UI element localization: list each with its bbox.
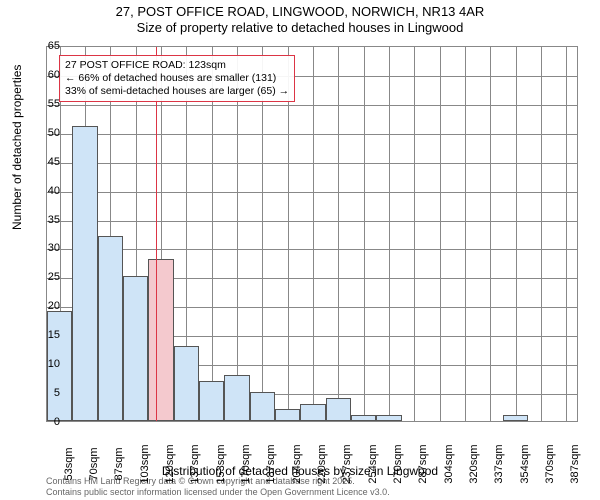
- x-tick-label: 70sqm: [88, 447, 100, 480]
- gridline-v: [212, 47, 213, 421]
- histogram-bar: [275, 409, 300, 421]
- y-tick-label: 55: [30, 98, 60, 110]
- gridline-v: [541, 47, 542, 421]
- histogram-bar: [72, 126, 97, 421]
- histogram-bar: [300, 404, 325, 421]
- histogram-bar: [199, 381, 224, 421]
- x-tick-label: 187sqm: [265, 444, 277, 483]
- gridline-h: [47, 105, 577, 106]
- histogram-bar: [351, 415, 376, 421]
- x-tick-label: 354sqm: [519, 444, 531, 483]
- gridline-h: [47, 163, 577, 164]
- annotation-line: ← 66% of detached houses are smaller (13…: [65, 72, 289, 85]
- histogram-bar: [174, 346, 199, 421]
- x-tick-label: 204sqm: [291, 444, 303, 483]
- gridline-v: [262, 47, 263, 421]
- gridline-v: [490, 47, 491, 421]
- x-tick-label: 103sqm: [139, 444, 151, 483]
- footer-line-2: Contains public sector information licen…: [46, 487, 390, 498]
- x-tick-label: 170sqm: [240, 444, 252, 483]
- gridline-h: [47, 192, 577, 193]
- histogram-bar: [98, 236, 123, 421]
- gridline-v: [338, 47, 339, 421]
- gridline-v: [440, 47, 441, 421]
- gridline-v: [288, 47, 289, 421]
- title-line-1: 27, POST OFFICE ROAD, LINGWOOD, NORWICH,…: [0, 4, 600, 20]
- x-tick-label: 237sqm: [341, 444, 353, 483]
- histogram-bar: [123, 276, 148, 421]
- gridline-v: [313, 47, 314, 421]
- y-tick-label: 45: [30, 156, 60, 168]
- x-tick-label: 137sqm: [189, 444, 201, 483]
- y-tick-label: 10: [30, 358, 60, 370]
- gridline-h: [47, 134, 577, 135]
- x-tick-label: 254sqm: [367, 444, 379, 483]
- x-tick-label: 120sqm: [164, 444, 176, 483]
- x-tick-label: 87sqm: [113, 447, 125, 480]
- y-tick-label: 35: [30, 214, 60, 226]
- x-tick-label: 53sqm: [63, 447, 75, 480]
- annotation-line: 33% of semi-detached houses are larger (…: [65, 85, 289, 98]
- plot-area: 27 POST OFFICE ROAD: 123sqm← 66% of deta…: [46, 46, 578, 422]
- y-tick-label: 40: [30, 185, 60, 197]
- gridline-h: [47, 221, 577, 222]
- y-axis-label: Number of detached properties: [10, 65, 24, 230]
- y-tick-label: 65: [30, 40, 60, 52]
- x-tick-label: 220sqm: [316, 444, 328, 483]
- title-line-2: Size of property relative to detached ho…: [0, 20, 600, 36]
- histogram-bar: [148, 259, 173, 421]
- y-tick-label: 0: [30, 416, 60, 428]
- gridline-v: [364, 47, 365, 421]
- gridline-v: [465, 47, 466, 421]
- gridline-v: [389, 47, 390, 421]
- x-tick-label: 337sqm: [493, 444, 505, 483]
- x-tick-label: 287sqm: [417, 444, 429, 483]
- x-tick-label: 370sqm: [544, 444, 556, 483]
- reference-line: [156, 47, 157, 421]
- histogram-bar: [326, 398, 351, 421]
- gridline-v: [566, 47, 567, 421]
- histogram-bar: [250, 392, 275, 421]
- chart-header: 27, POST OFFICE ROAD, LINGWOOD, NORWICH,…: [0, 0, 600, 35]
- chart-area: 27 POST OFFICE ROAD: 123sqm← 66% of deta…: [46, 46, 578, 422]
- gridline-v: [414, 47, 415, 421]
- x-tick-label: 387sqm: [569, 444, 581, 483]
- x-tick-label: 320sqm: [468, 444, 480, 483]
- x-tick-label: 304sqm: [443, 444, 455, 483]
- histogram-bar: [224, 375, 249, 421]
- histogram-bar: [503, 415, 528, 421]
- y-tick-label: 25: [30, 271, 60, 283]
- histogram-bar: [376, 415, 401, 421]
- x-tick-label: 153sqm: [215, 444, 227, 483]
- annotation-line: 27 POST OFFICE ROAD: 123sqm: [65, 59, 289, 72]
- y-tick-label: 30: [30, 242, 60, 254]
- gridline-v: [237, 47, 238, 421]
- gridline-h: [47, 249, 577, 250]
- x-tick-label: 270sqm: [392, 444, 404, 483]
- annotation-box: 27 POST OFFICE ROAD: 123sqm← 66% of deta…: [59, 55, 295, 102]
- y-tick-label: 5: [30, 387, 60, 399]
- y-tick-label: 15: [30, 329, 60, 341]
- y-tick-label: 20: [30, 300, 60, 312]
- gridline-v: [516, 47, 517, 421]
- y-tick-label: 50: [30, 127, 60, 139]
- y-tick-label: 60: [30, 69, 60, 81]
